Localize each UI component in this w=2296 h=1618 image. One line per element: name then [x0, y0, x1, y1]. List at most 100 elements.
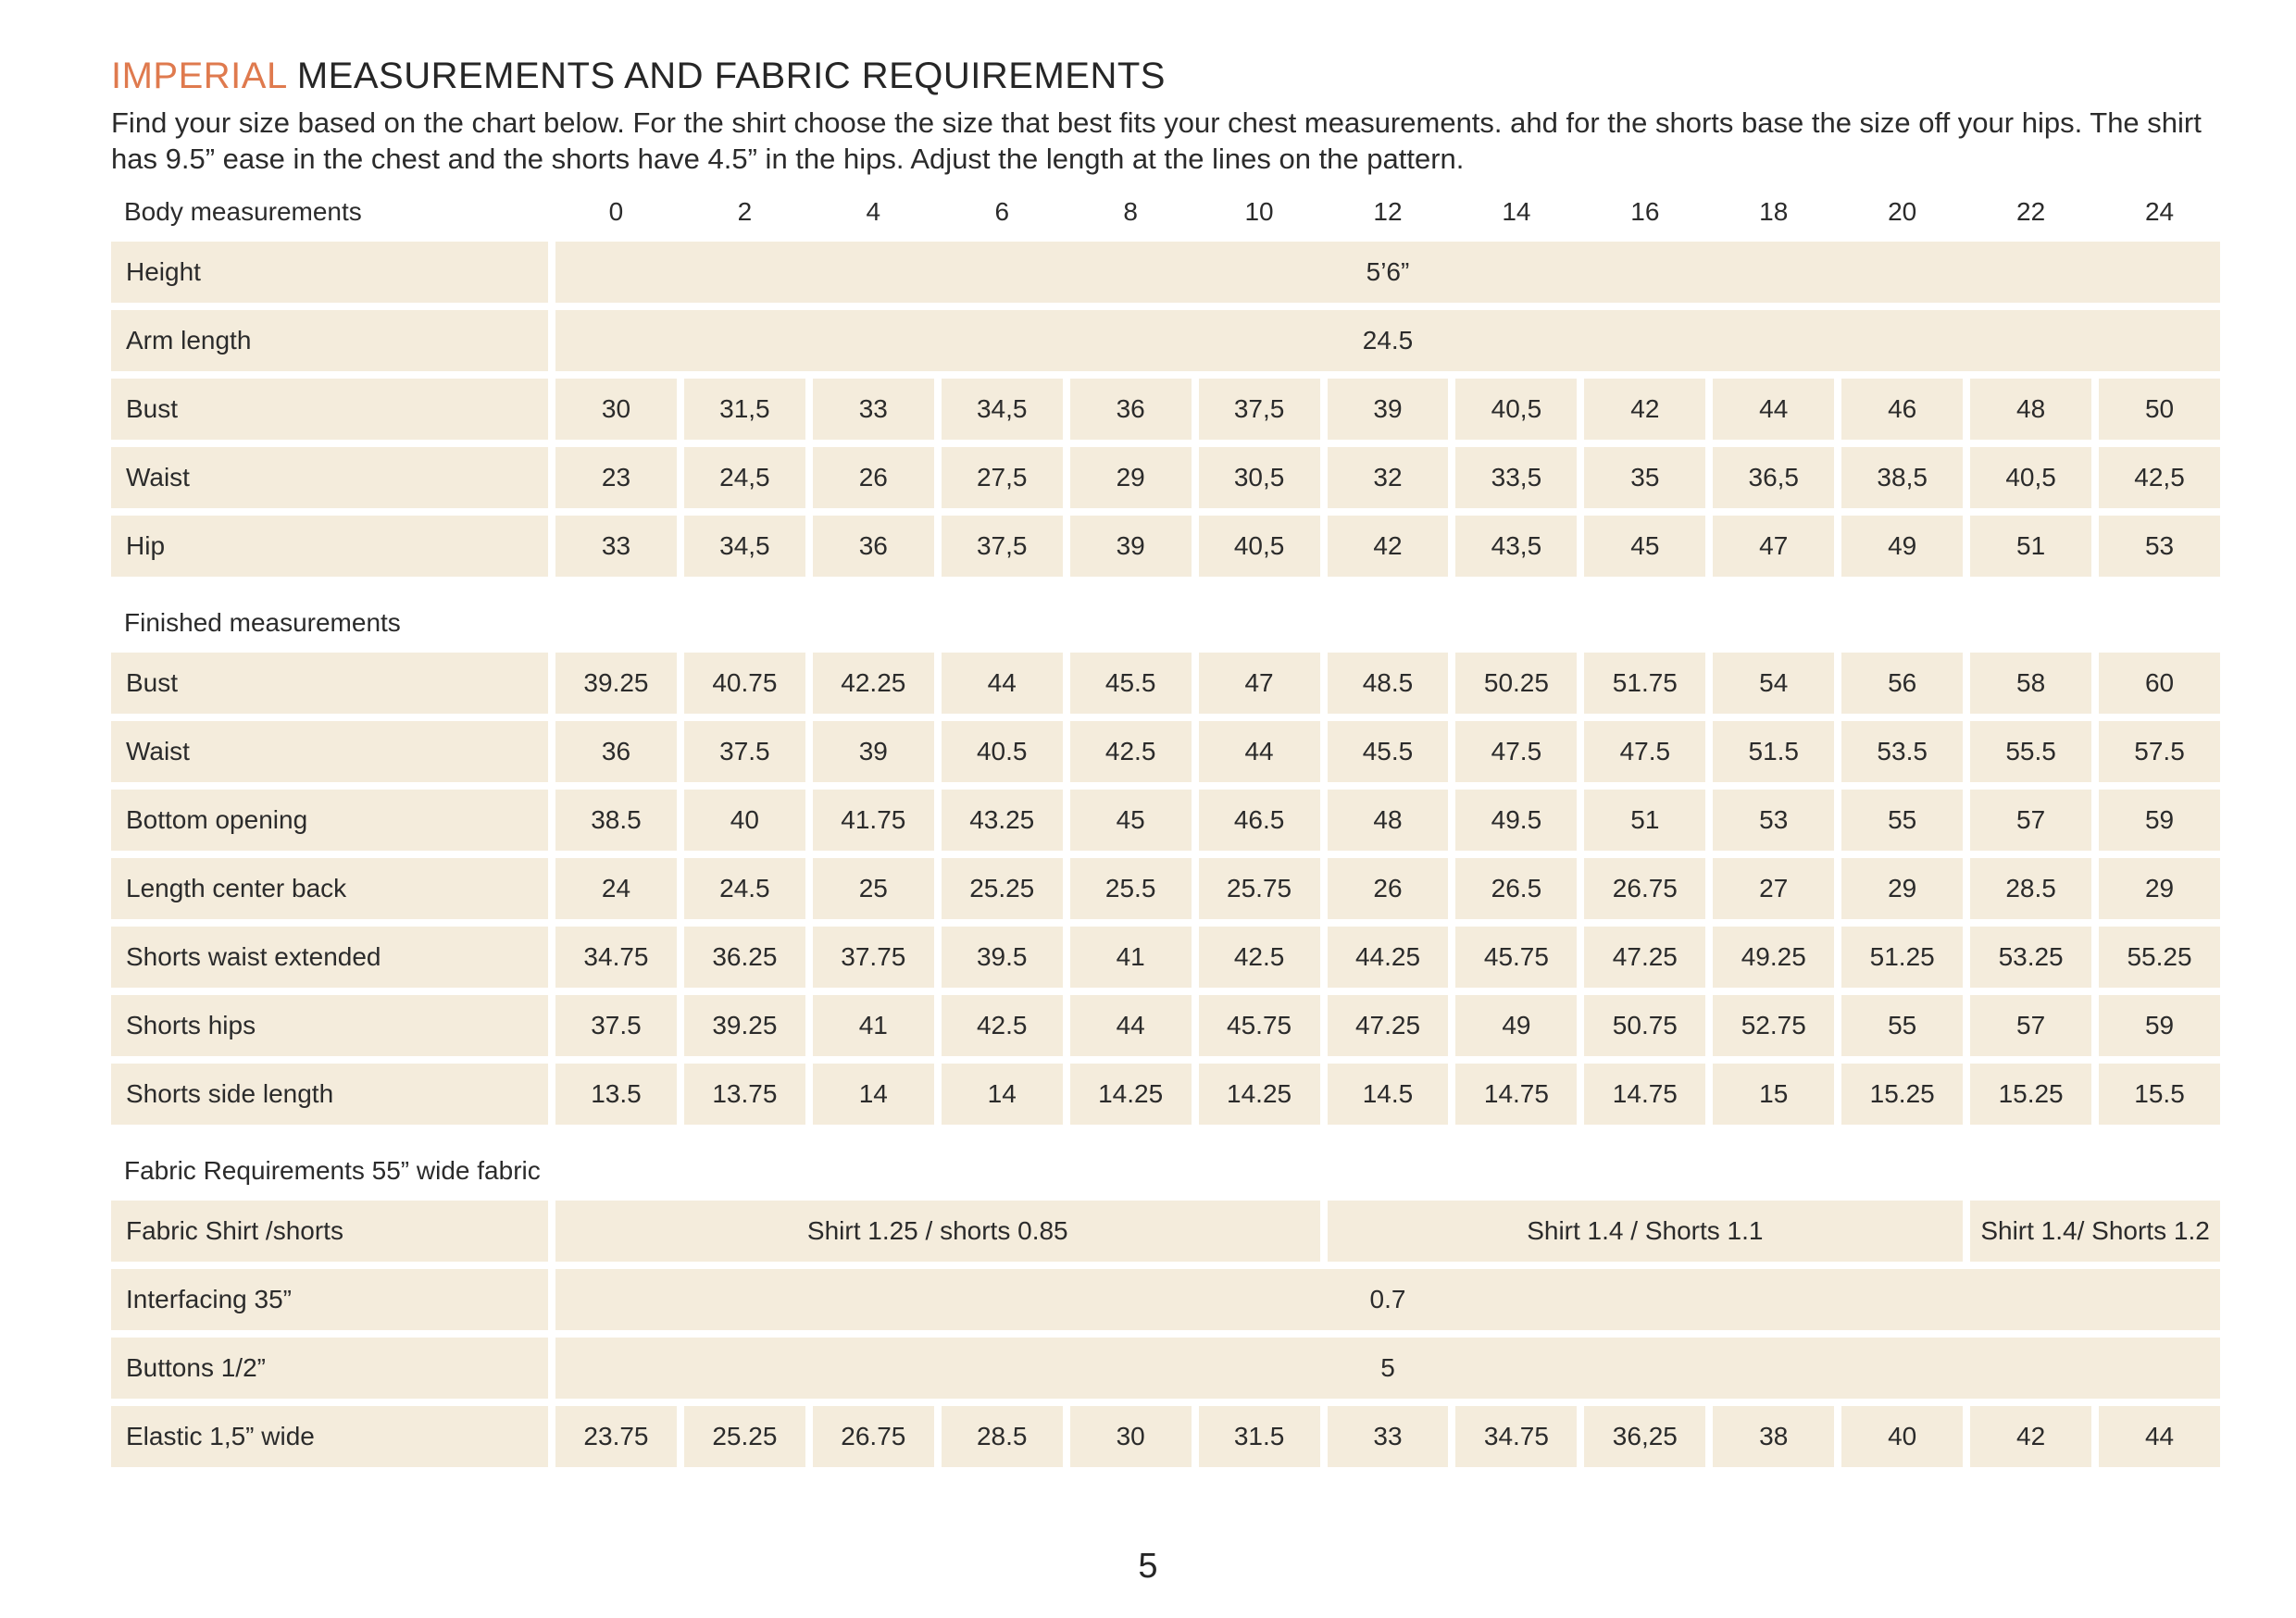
row-label: Length center back [111, 858, 548, 920]
table-cell: 57 [1970, 995, 2092, 1057]
row-label: Arm length [111, 310, 548, 372]
size-header: 0 [608, 197, 624, 227]
table-cell: 34,5 [683, 516, 805, 578]
table-cell: 45 [1069, 790, 1192, 852]
table-cell: 39.25 [555, 653, 677, 715]
table-cell: 47.25 [1584, 927, 1706, 989]
page-title: IMPERIAL MEASUREMENTS AND FABRIC REQUIRE… [111, 56, 2220, 97]
table-row: Height 5’6” [111, 242, 2220, 304]
row-label: Bust [111, 653, 548, 715]
table-cell: 47 [1713, 516, 1835, 578]
table-cell: 53 [1713, 790, 1835, 852]
size-header: 24 [2144, 197, 2175, 227]
table-cell: 29 [1841, 858, 1964, 920]
table-cell: 28.5 [941, 1406, 1063, 1468]
row-label: Shorts side length [111, 1064, 548, 1126]
table-cell: 42.5 [1069, 721, 1192, 783]
table-cell: 29 [2099, 858, 2220, 920]
table-cell: 42.5 [1198, 927, 1320, 989]
table-cell: 33,5 [1455, 447, 1578, 509]
table-cell: 41 [1069, 927, 1192, 989]
intro-paragraph: Find your size based on the chart below.… [111, 106, 2202, 176]
table-cell: 34,5 [941, 379, 1063, 441]
table-cell: 14 [812, 1064, 934, 1126]
table-cell: 26.75 [812, 1406, 934, 1468]
table-cell: 38.5 [555, 790, 677, 852]
table-cell: 31.5 [1198, 1406, 1320, 1468]
table-cell: 26.5 [1455, 858, 1578, 920]
table-cell: 27,5 [941, 447, 1063, 509]
table-cell: 40.75 [683, 653, 805, 715]
table-cell: 33 [812, 379, 934, 441]
table-row: Elastic 1,5” wide 23.75 25.25 26.75 28.5 30 31… [111, 1406, 2220, 1468]
size-header: 18 [1759, 197, 1789, 227]
table-cell: 42.5 [941, 995, 1063, 1057]
table-cell: 53.5 [1841, 721, 1964, 783]
table-cell: 25 [812, 858, 934, 920]
table-cell: 15.25 [1970, 1064, 2092, 1126]
table-cell: 15 [1713, 1064, 1835, 1126]
table-cell: 52.75 [1713, 995, 1835, 1057]
table-cell: 38 [1713, 1406, 1835, 1468]
row-label: Elastic 1,5” wide [111, 1406, 548, 1468]
row-label: Waist [111, 447, 548, 509]
table-cell: 13.75 [683, 1064, 805, 1126]
table-cell: 40,5 [1970, 447, 2092, 509]
table-cell: 45.5 [1069, 653, 1192, 715]
table-cell: 51 [1970, 516, 2092, 578]
table-cell: 55.5 [1970, 721, 2092, 783]
table-cell: 42 [1584, 379, 1706, 441]
table-cell: 49 [1455, 995, 1578, 1057]
table-cell: 47 [1198, 653, 1320, 715]
row-label: Buttons 1/2” [111, 1338, 548, 1400]
table-cell: Shirt 1.4/ Shorts 1.2 [1970, 1201, 2220, 1263]
table-cell: 50.75 [1584, 995, 1706, 1057]
size-header: 20 [1888, 197, 1917, 227]
table-cell: 15.5 [2099, 1064, 2220, 1126]
table-cell: 50 [2099, 379, 2220, 441]
table-cell: 26.75 [1584, 858, 1706, 920]
table-cell: 44 [1713, 379, 1835, 441]
table-cell: 45 [1584, 516, 1706, 578]
table-cell: 51 [1584, 790, 1706, 852]
table-cell: 36 [555, 721, 677, 783]
table-cell: 36 [1069, 379, 1192, 441]
size-header: 4 [866, 197, 881, 227]
table-cell: 36 [812, 516, 934, 578]
table-cell: 24.5 [683, 858, 805, 920]
table-cell: 37.5 [683, 721, 805, 783]
table-row: Bottom opening 38.5 40 41.75 43.25 45 46.5 48 49… [111, 790, 2220, 852]
table-cell: 33 [555, 516, 677, 578]
table-cell: 45.75 [1455, 927, 1578, 989]
table-row: Length center back 24 24.5 25 25.25 25.5 25.75… [111, 858, 2220, 920]
section-label: Fabric Requirements 55” wide fabric [124, 1156, 541, 1186]
row-label: Fabric Shirt /shorts [111, 1201, 548, 1263]
table-cell: 40,5 [1455, 379, 1578, 441]
table-cell: 40,5 [1198, 516, 1320, 578]
table-cell: 49 [1841, 516, 1964, 578]
row-label: Bottom opening [111, 790, 548, 852]
table-cell: 54 [1713, 653, 1835, 715]
title-rest: MEASUREMENTS AND FABRIC REQUIREMENTS [286, 56, 1166, 96]
table-cell: 44 [941, 653, 1063, 715]
table-cell: 39.25 [683, 995, 805, 1057]
table-cell: 25.25 [941, 858, 1063, 920]
table-cell: 43.25 [941, 790, 1063, 852]
table-cell: 59 [2099, 995, 2220, 1057]
row-label: Shorts waist extended [111, 927, 548, 989]
table-cell: 45.5 [1327, 721, 1449, 783]
table-cell: 44 [1069, 995, 1192, 1057]
table-row: Bust 39.25 40.75 42.25 44 45.5 47 48.5 50.25 51.7… [111, 653, 2220, 715]
table-cell: 60 [2099, 653, 2220, 715]
page-number: 5 [1138, 1547, 1158, 1586]
table-cell: 24 [555, 858, 677, 920]
size-header: 10 [1244, 197, 1274, 227]
table-row: Hip 33 34,5 36 37,5 39 40,5 42 43,5 45 47 49 51 53 [111, 516, 2220, 578]
table-cell: 42.25 [812, 653, 934, 715]
table-cell: 58 [1970, 653, 2092, 715]
table-cell: 36.25 [683, 927, 805, 989]
table-cell: 36,25 [1584, 1406, 1706, 1468]
table-cell: 46 [1841, 379, 1964, 441]
size-header: 14 [1502, 197, 1531, 227]
